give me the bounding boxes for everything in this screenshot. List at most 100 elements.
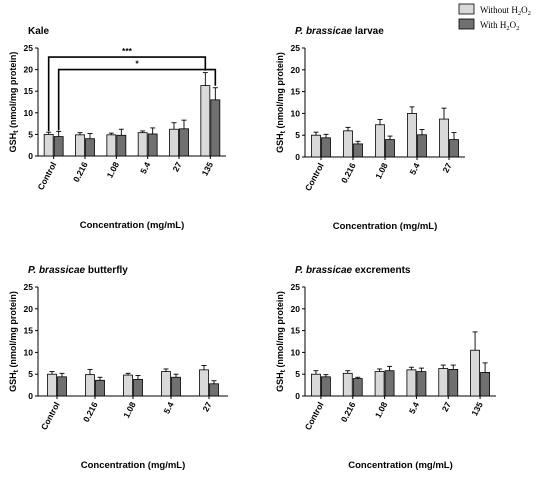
y-tick-label: 15 (24, 86, 34, 96)
significance-label: *** (122, 46, 133, 56)
y-tick-label: 25 (24, 282, 34, 292)
significance-bracket (57, 68, 217, 131)
x-tick-label: 135 (200, 160, 216, 177)
bar-with-h2o2 (321, 137, 331, 158)
x-tick-label: 27 (440, 400, 453, 413)
x-axis-label: Concentration (mg/mL) (348, 460, 453, 471)
bar-with-h2o2 (147, 133, 158, 157)
x-tick-label: Control (303, 400, 326, 431)
legend-swatch (458, 18, 475, 30)
bar-with-h2o2 (448, 369, 459, 397)
x-tick-label: 5.4 (407, 161, 422, 176)
bar-without-h2o2 (438, 368, 449, 397)
y-tick-label: 0 (28, 391, 33, 401)
x-tick-label: 27 (170, 160, 183, 173)
x-tick-label: 0.216 (339, 161, 358, 185)
y-tick-label: 0 (295, 391, 300, 401)
x-tick-label: 27 (440, 161, 453, 174)
bar-with-h2o2 (133, 379, 143, 397)
y-axis-label: GSHt (nmol/mg protein) (275, 52, 287, 153)
legend-swatch (458, 3, 475, 15)
x-tick-label: 5.4 (138, 160, 153, 175)
bar-without-h2o2 (311, 373, 321, 397)
x-tick-label: 0.216 (71, 160, 90, 184)
x-tick-label: 1.08 (373, 400, 390, 420)
bar-without-h2o2 (374, 371, 385, 397)
bar-without-h2o2 (161, 371, 171, 397)
x-axis-label: Concentration (mg/mL) (333, 221, 438, 232)
x-tick-label: 5.4 (407, 400, 422, 415)
bar-with-h2o2 (480, 372, 490, 397)
y-tick-label: 20 (291, 304, 301, 314)
bar-without-h2o2 (123, 374, 133, 397)
bar-with-h2o2 (95, 379, 105, 397)
bar-without-h2o2 (311, 134, 321, 158)
x-tick-label: Control (303, 161, 326, 192)
y-tick-label: 5 (295, 130, 300, 140)
bar-without-h2o2 (47, 373, 57, 397)
legend: Without H2O2 With H2O2 (458, 3, 531, 32)
y-axis-label: GSHt (nmol/mg protein) (8, 52, 20, 153)
bar-without-h2o2 (342, 372, 353, 397)
panel-title: P. brassicae butterfly (28, 265, 128, 276)
y-tick-label: 0 (295, 152, 300, 162)
y-tick-label: 10 (24, 108, 34, 118)
bar-with-h2o2 (209, 383, 219, 397)
x-tick-label: 27 (200, 400, 213, 413)
bar-without-h2o2 (43, 133, 54, 157)
panel-title: P. brassicae larvae (295, 26, 384, 37)
legend-label: Without H2O2 (480, 5, 531, 17)
x-tick-label: 135 (469, 400, 485, 417)
y-tick-label: 5 (28, 129, 33, 139)
y-axis-label: GSHt (nmol/mg protein) (8, 291, 20, 392)
x-tick-label: 1.08 (105, 160, 122, 180)
bar-without-h2o2 (343, 130, 353, 158)
y-axis-label: GSHt (nmol/mg protein) (275, 291, 287, 392)
y-tick-label: 10 (24, 347, 34, 357)
bar-without-h2o2 (375, 124, 385, 158)
bar-without-h2o2 (439, 118, 449, 158)
bar-with-h2o2 (321, 376, 331, 397)
chart-panel-1: P. brassicae larvae 0 5 10 15 20 25 GSHt (nmol/… (275, 26, 465, 232)
bar-with-h2o2 (416, 371, 427, 397)
y-tick-label: 5 (295, 369, 300, 379)
y-tick-label: 15 (291, 87, 301, 97)
x-axis-label: Concentration (mg/mL) (81, 460, 186, 471)
bar-with-h2o2 (116, 134, 127, 157)
legend-label: With H2O2 (480, 20, 519, 32)
bar-without-h2o2 (200, 85, 211, 157)
bar-with-h2o2 (384, 370, 395, 397)
bar-with-h2o2 (385, 139, 395, 158)
x-tick-label: 1.08 (373, 161, 390, 181)
y-tick-label: 20 (24, 304, 34, 314)
bar-without-h2o2 (137, 132, 148, 157)
bar-with-h2o2 (53, 136, 64, 157)
x-tick-label: 0.216 (81, 400, 100, 424)
bar-without-h2o2 (470, 349, 480, 397)
bar-without-h2o2 (106, 134, 117, 157)
y-tick-label: 25 (291, 43, 301, 53)
x-tick-label: Control (39, 400, 62, 431)
y-tick-label: 25 (24, 43, 34, 53)
bar-with-h2o2 (449, 139, 459, 158)
y-tick-label: 5 (28, 369, 33, 379)
y-tick-label: 10 (291, 347, 301, 357)
x-tick-label: 5.4 (161, 400, 176, 415)
x-tick-label: 0.216 (339, 400, 358, 424)
significance-label: * (135, 59, 139, 69)
bar-without-h2o2 (85, 374, 95, 397)
significance-bracket (47, 56, 207, 132)
bar-without-h2o2 (199, 369, 209, 397)
y-tick-label: 10 (291, 108, 301, 118)
panel-title: Kale (28, 26, 50, 37)
bar-with-h2o2 (210, 99, 221, 157)
chart-panel-2: P. brassicae butterfly 0 5 10 15 20 25 GSHt (nm… (8, 265, 228, 471)
bar-without-h2o2 (406, 369, 417, 397)
bar-without-h2o2 (75, 134, 85, 157)
panel-title: P. brassicae excrements (295, 265, 411, 276)
y-tick-label: 0 (28, 151, 33, 161)
bar-with-h2o2 (179, 128, 189, 157)
x-tick-label: Control (35, 160, 58, 191)
